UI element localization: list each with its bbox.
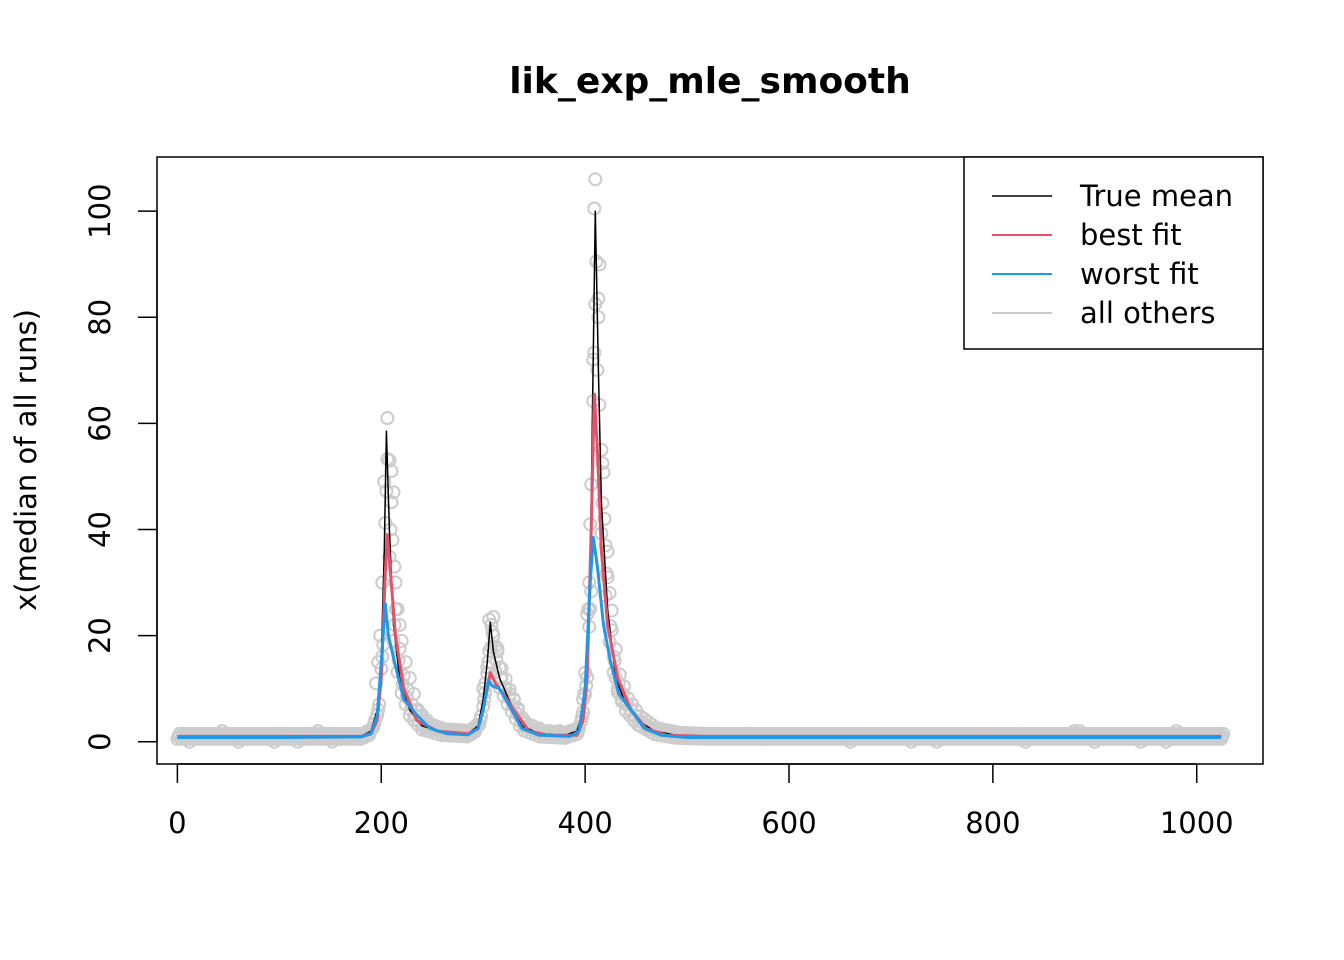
others-point [402,671,417,686]
others-point [1216,726,1231,741]
others-point [587,345,602,360]
chart-title: lik_exp_mle_smooth [509,61,911,102]
y-tick-label: 80 [83,299,117,336]
y-tick-label: 0 [83,732,117,750]
others-point [377,474,392,489]
others-point [379,484,394,499]
y-tick-label: 100 [83,183,117,238]
others-point [744,726,759,741]
legend: True mean best fit worst fit all others [963,156,1264,350]
others-point [390,602,405,617]
legend-label: all others [1080,296,1215,330]
others-point [592,257,607,272]
x-tick-label: 1000 [1160,806,1234,840]
series-line-best-fit [177,392,1222,738]
x-axis: 0 200 400 600 800 1000 [168,763,1234,840]
legend-label: worst fit [1080,257,1199,291]
others-point [594,442,609,457]
y-tick-label: 60 [83,405,117,442]
others-point [600,570,615,585]
x-tick-label: 400 [557,806,612,840]
others-point [598,538,613,553]
others-point [710,726,725,741]
others-point [608,642,623,657]
x-tick-label: 800 [965,806,1020,840]
x-tick-label: 0 [168,806,186,840]
others-point [406,686,421,701]
others-point [591,291,606,306]
series-line-worst-fit [177,535,1222,739]
y-axis: 0 20 40 60 80 100 [83,183,158,751]
y-tick-label: 20 [83,617,117,654]
others-point [591,310,606,325]
others-point [375,575,390,590]
others-point [597,511,612,526]
others-point [490,644,505,659]
y-axis-label: x(median of all runs) [9,309,43,611]
others-point [641,721,656,736]
legend-label: best fit [1080,218,1182,252]
others-point [386,485,401,500]
others-point [380,411,395,426]
others-point [388,575,403,590]
others-point [371,655,386,670]
others-point [587,201,602,216]
others-point [373,628,388,643]
legend-label: True mean [1079,179,1233,213]
series-layer [177,210,1222,739]
others-point [588,172,603,187]
y-tick-label: 40 [83,511,117,548]
legend-box [963,156,1264,350]
x-tick-label: 200 [354,806,409,840]
x-tick-label: 600 [761,806,816,840]
